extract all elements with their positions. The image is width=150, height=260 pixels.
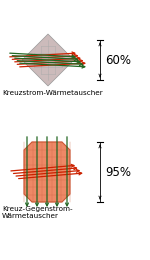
Text: Kreuzstrom-Wärmetauscher: Kreuzstrom-Wärmetauscher (2, 90, 103, 96)
Text: 60%: 60% (105, 54, 131, 67)
Polygon shape (24, 142, 70, 202)
Polygon shape (22, 34, 74, 86)
Text: 95%: 95% (105, 166, 131, 179)
Text: Kreuz-Gegenstrom-
Wärmetauscher: Kreuz-Gegenstrom- Wärmetauscher (2, 206, 73, 219)
